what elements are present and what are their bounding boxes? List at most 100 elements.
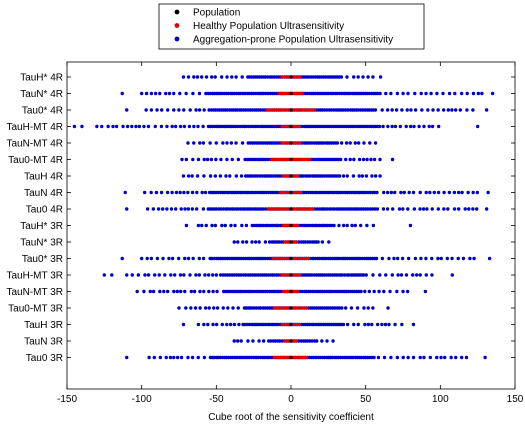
aggregation-point [320,174,324,178]
aggregation-point [452,207,457,211]
y-tick-label: TauH* 3R [20,221,63,232]
aggregation-point [240,75,244,79]
aggregation-point [413,108,418,112]
aggregation-point [340,306,344,310]
aggregation-outlier-point [386,306,390,310]
aggregation-point [400,256,405,261]
aggregation-point [329,124,334,129]
aggregation-point [353,223,358,228]
aggregation-point [201,124,205,129]
population-point [289,108,293,112]
aggregation-point [366,207,370,211]
aggregation-point [441,108,446,112]
aggregation-point [380,108,384,112]
aggregation-point [345,75,349,79]
aggregation-outlier-point [408,223,413,228]
aggregation-point [314,174,318,178]
aggregation-point [232,273,237,277]
aggregation-point [363,124,367,129]
healthy-point [298,273,302,277]
aggregation-point [361,157,366,162]
aggregation-point [300,289,304,294]
aggregation-point [305,91,310,96]
aggregation-point [125,124,130,129]
aggregation-point [272,75,276,79]
aggregation-point [209,157,214,162]
healthy-point [308,157,312,162]
aggregation-point [250,240,254,244]
aggregation-point [246,124,251,129]
population-point [289,207,293,211]
aggregation-point [378,174,382,178]
population-point [289,339,293,343]
aggregation-point [340,273,344,277]
aggregation-point [341,322,346,327]
aggregation-point [435,91,439,96]
aggregation-point [460,190,464,195]
aggregation-point [189,289,194,294]
y-tick-label: Tau0* 4R [22,106,63,117]
aggregation-point [219,75,224,79]
aggregation-point [436,124,441,129]
y-tick-label: TauH* 4R [20,73,63,84]
aggregation-point [130,273,135,277]
aggregation-point [145,256,149,261]
aggregation-point [362,141,366,145]
aggregation-point [373,141,378,145]
aggregation-point [273,339,278,343]
aggregation-point [332,223,336,228]
aggregation-point [207,306,211,310]
aggregation-point [395,256,400,261]
aggregation-point [345,174,349,178]
aggregation-point [378,157,382,162]
aggregation-point [202,322,206,327]
aggregation-point [191,157,195,162]
legend: Population Healthy Population Ultrasensi… [158,3,425,50]
aggregation-point [342,124,346,129]
aggregation-point [208,141,212,145]
aggregation-point [343,273,347,277]
aggregation-point [311,355,316,360]
aggregation-point [162,289,166,294]
aggregation-point [393,190,397,195]
aggregation-point [385,190,390,195]
aggregation-point [366,322,371,327]
aggregation-point [404,273,409,277]
aggregation-point [196,322,201,327]
aggregation-point [382,190,386,195]
aggregation-point [430,256,434,261]
aggregation-point [229,141,234,145]
aggregation-point [237,322,241,327]
aggregation-point [254,306,259,310]
y-tick-label: Tau0-MT 3R [8,304,63,315]
aggregation-point [436,108,440,112]
aggregation-point [203,190,208,195]
aggregation-point [261,223,265,228]
aggregation-point [253,240,258,244]
aggregation-point [235,355,239,360]
aggregation-point [409,108,413,112]
aggregation-point [151,207,156,211]
aggregation-point [253,157,258,162]
aggregation-point [181,174,186,178]
aggregation-point [344,157,348,162]
y-tick-labels: TauH* 4R TauN* 4R Tau0* 4R TauH-MT 4R TauN-M… [7,73,515,364]
aggregation-point [471,108,475,112]
aggregation-point [346,108,350,112]
aggregation-point [441,91,445,96]
aggregation-point [356,108,360,112]
aggregation-point [201,141,206,145]
aggregation-point [468,256,472,261]
aggregation-point [125,273,129,277]
aggregation-point [418,273,422,277]
aggregation-point [183,289,187,294]
aggregation-point [362,306,366,310]
aggregation-point [254,91,258,96]
aggregation-point [377,289,381,294]
aggregation-point [180,157,184,162]
aggregation-point [372,289,376,294]
aggregation-point [158,289,162,294]
aggregation-point [206,273,211,277]
aggregation-point [325,174,329,178]
